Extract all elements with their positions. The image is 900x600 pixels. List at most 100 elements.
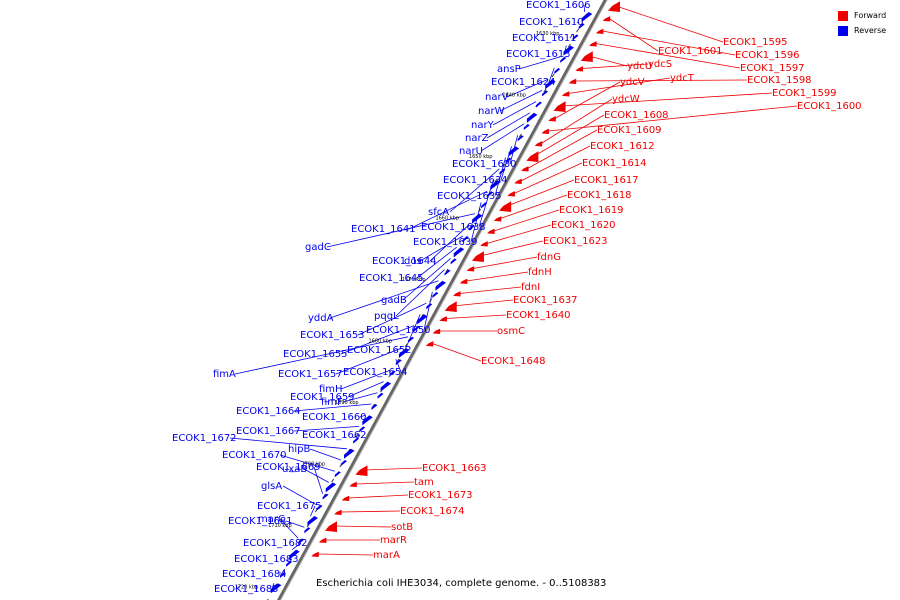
leader-line (326, 213, 476, 248)
forward-gene-feature (425, 341, 434, 347)
leader-line (568, 77, 671, 94)
gene-label-reverse: fimA (213, 369, 236, 380)
reverse-gene-feature (289, 549, 300, 560)
leader-line (506, 78, 549, 98)
reverse-gene-feature (526, 112, 538, 123)
gene-label-forward: ydcT (670, 73, 695, 84)
reverse-gene-feature (371, 404, 378, 410)
gene-label-reverse: narY (471, 120, 495, 131)
forward-gene-feature (526, 151, 539, 162)
gene-label-forward: ECOK1_1673 (408, 490, 473, 501)
forward-gene-feature (334, 509, 342, 515)
reverse-gene-feature (279, 572, 286, 578)
scale-tick-label: 1690 kbp (335, 400, 359, 406)
gene-label-reverse: ECOK1_1672 (172, 433, 237, 444)
leader-line (486, 112, 531, 139)
leader-line (507, 179, 575, 207)
leader-line (340, 510, 401, 513)
leader-line (480, 123, 525, 152)
leader-line (534, 114, 605, 157)
reverse-gene-feature (554, 68, 561, 74)
gene-label-reverse: fimF (321, 397, 343, 408)
gene-label-reverse: ECOK1_1662 (302, 430, 367, 441)
forward-gene-feature (521, 166, 529, 172)
gene-label-forward: ECOK1_1618 (567, 190, 632, 201)
reverse-gene-feature (389, 370, 396, 377)
gene-label-reverse: ECOK1_1654 (343, 367, 408, 378)
leader-line (303, 468, 329, 483)
reverse-gene-feature (487, 191, 494, 198)
scale-tick-label: 1660 kbp (435, 216, 459, 222)
genome-axis (277, 0, 607, 600)
reverse-gene-feature (334, 471, 341, 478)
leader-line (602, 30, 736, 56)
leader-line (499, 90, 543, 112)
reverse-gene-feature (270, 583, 282, 594)
gene-label-reverse: ECOK1_1630 (452, 159, 517, 170)
leader-line (234, 336, 409, 375)
legend-item-reverse: Reverse (838, 23, 886, 38)
gene-label-reverse: ECOK1_1655 (283, 349, 348, 360)
gene-label-reverse: ECOK1_1611 (512, 33, 577, 44)
gene-label-forward: ECOK1_1617 (574, 175, 639, 186)
leader-line (317, 553, 374, 556)
gene-label-forward: ydcV (620, 77, 645, 88)
gene-label-forward: ydcW (612, 94, 640, 105)
gene-label-forward: tam (414, 477, 434, 488)
gene-label-forward: ydcU (627, 61, 652, 72)
gene-label-forward: ECOK1_1597 (740, 63, 805, 74)
scale-tick-label: 1710 kbp (268, 523, 292, 529)
leader-line (335, 347, 403, 375)
gene-label-forward: ECOK1_1612 (590, 141, 655, 152)
gene-label-forward: ECOK1_1601 (658, 46, 723, 57)
leader-line (293, 403, 372, 412)
forward-gene-feature (349, 481, 357, 487)
gene-label-reverse: ECOK1_1638 (421, 222, 486, 233)
leader-line (459, 286, 522, 294)
gene-label-reverse: ECOK1_1624 (491, 77, 556, 88)
legend: Forward Reverse (838, 8, 886, 38)
reverse-gene-feature (581, 12, 593, 22)
gene-label-reverse: ECOK1_1664 (236, 406, 301, 417)
forward-gene-feature (480, 241, 488, 247)
forward-gene-feature (355, 465, 368, 476)
genome-axis-highlight (280, 0, 608, 600)
strand-marker (568, 43, 571, 48)
gene-label-forward: ECOK1_1623 (543, 236, 608, 247)
reverse-gene-feature (499, 168, 506, 175)
reverse-gene-feature (377, 392, 384, 399)
strand-marker (429, 298, 433, 303)
gene-label-reverse: hipB (288, 444, 310, 455)
reverse-gene-feature (432, 292, 439, 298)
reverse-gene-feature (398, 348, 410, 358)
gene-label-forward: ECOK1_1598 (747, 75, 812, 86)
forward-gene-feature (318, 537, 327, 543)
gene-label-reverse: ECOK1_1683 (234, 554, 299, 565)
gene-label-reverse: ECOK1_1657 (278, 369, 343, 380)
gene-label-forward: osmC (497, 326, 525, 337)
forward-gene-feature (466, 266, 475, 272)
leader-line (313, 466, 324, 494)
forward-gene-feature (493, 216, 502, 222)
leader-line (575, 79, 748, 82)
gene-label-reverse: gadC (305, 242, 331, 253)
gene-label-reverse: ECOK1_1681 (228, 516, 293, 527)
leader-line (282, 485, 317, 506)
leader-line (520, 145, 591, 182)
scale-tick-label: 1700 kbp (302, 462, 326, 468)
legend-label-forward: Forward (854, 11, 887, 20)
forward-gene-feature (341, 495, 350, 501)
reverse-gene-feature (435, 280, 446, 291)
leader-line (576, 21, 579, 24)
strand-marker (519, 133, 522, 138)
forward-gene-feature (459, 278, 468, 284)
gene-label-reverse: marC (258, 514, 285, 525)
gene-label-reverse: ECOK1_1685 (214, 584, 279, 595)
reverse-gene-feature (453, 247, 465, 258)
gene-label-forward: marR (380, 535, 407, 546)
reverse-gene-feature (535, 101, 542, 108)
gene-label-reverse: gadB (381, 295, 407, 306)
gene-label-reverse: narZ (465, 133, 489, 144)
leader-line (588, 55, 628, 67)
